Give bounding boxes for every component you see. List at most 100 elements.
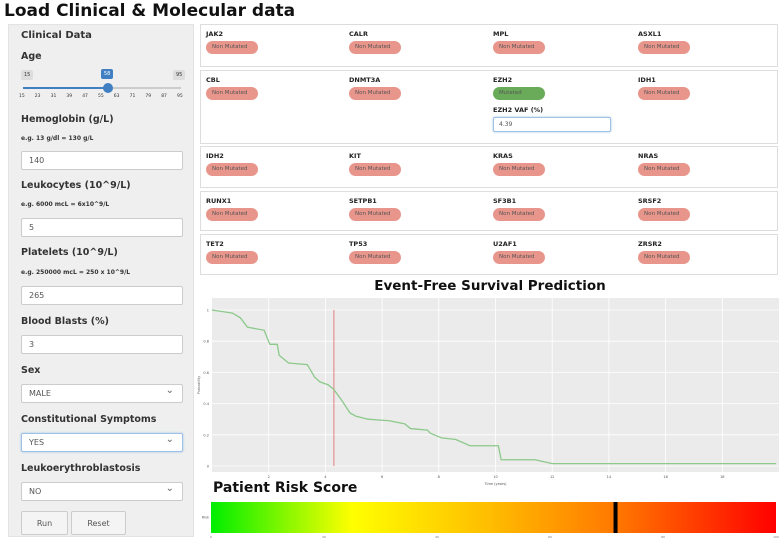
age-tick: 55 bbox=[98, 94, 104, 99]
run-button[interactable]: Run bbox=[21, 511, 68, 535]
gene-label: ZRSR2 bbox=[638, 240, 662, 248]
gene-status-toggle[interactable]: Non Mutated bbox=[349, 87, 401, 100]
reset-button[interactable]: Reset bbox=[71, 511, 126, 535]
symptoms-select[interactable]: YES bbox=[21, 433, 183, 452]
gene-label: EZH2 bbox=[493, 76, 513, 84]
gene-label: MPL bbox=[493, 30, 509, 38]
gene-status-toggle[interactable]: Non Mutated bbox=[493, 208, 545, 221]
x-tick-label: 16 bbox=[663, 475, 667, 479]
age-tick: 63 bbox=[113, 94, 120, 99]
sidebar-clinical: Clinical Data Age 15 95 58 15 23 31 39 47 55 6… bbox=[8, 24, 194, 537]
risk-y-label: Risk bbox=[202, 516, 210, 520]
age-tick: 71 bbox=[129, 94, 136, 99]
risk-tick-label: 80 bbox=[661, 535, 665, 539]
gene-label: KRAS bbox=[493, 152, 513, 160]
gene-status-toggle[interactable]: Non Mutated bbox=[206, 87, 258, 100]
age-min-badge: 15 bbox=[21, 70, 34, 80]
gene-label: TP53 bbox=[349, 240, 368, 248]
leukoerythroblastosis-select[interactable]: NO bbox=[21, 482, 183, 501]
platelets-hint: e.g. 250000 mcL = 250 x 10^9/L bbox=[21, 269, 131, 276]
age-tick: 23 bbox=[34, 94, 41, 99]
gene-label: ASXL1 bbox=[638, 30, 662, 38]
gene-label: U2AF1 bbox=[493, 240, 517, 248]
sex-label: Sex bbox=[21, 365, 41, 376]
page-title: Load Clinical & Molecular data bbox=[4, 1, 296, 21]
gene-label: NRAS bbox=[638, 152, 659, 160]
x-axis-label: Time (years) bbox=[483, 482, 507, 486]
x-tick-label: 10 bbox=[493, 475, 497, 479]
gene-status-toggle[interactable]: Non Mutated bbox=[638, 251, 690, 264]
y-tick-label: 0.6 bbox=[203, 371, 209, 375]
symptoms-label: Constitutional Symptoms bbox=[21, 414, 157, 425]
risk-marker bbox=[613, 502, 618, 533]
risk-tick-label: 0 bbox=[210, 535, 212, 539]
y-tick-label: 0 bbox=[207, 465, 209, 469]
hemoglobin-hint: e.g. 13 g/dl = 130 g/L bbox=[21, 135, 94, 142]
platelets-input[interactable]: 265 bbox=[21, 286, 183, 305]
age-tick: 79 bbox=[145, 94, 152, 99]
gene-status-toggle[interactable]: Non Mutated bbox=[349, 208, 401, 221]
risk-gradient-bar bbox=[211, 502, 776, 533]
age-tick: 47 bbox=[82, 94, 88, 99]
leukocytes-label: Leukocytes (10^9/L) bbox=[21, 180, 131, 191]
x-tick-label: 14 bbox=[607, 475, 612, 479]
gene-status-toggle[interactable]: Non Mutated bbox=[206, 41, 258, 54]
gene-status-toggle[interactable]: Non Mutated bbox=[638, 163, 690, 176]
survival-chart-title: Event-Free Survival Prediction bbox=[374, 278, 606, 294]
gene-status-toggle[interactable]: Non Mutated bbox=[638, 87, 690, 100]
ezh2-vaf-input[interactable]: 4.39 bbox=[493, 117, 611, 132]
age-slider-track[interactable] bbox=[23, 87, 181, 89]
gene-status-toggle[interactable]: Mutated bbox=[493, 87, 545, 100]
risk-tick-label: 40 bbox=[435, 535, 439, 539]
x-tick-label: 6 bbox=[381, 475, 383, 479]
gene-label: CALR bbox=[349, 30, 368, 38]
risk-tick-label: 20 bbox=[322, 535, 326, 539]
gene-status-toggle[interactable]: Non Mutated bbox=[349, 163, 401, 176]
gene-panel-row: TET2 Non Mutated TP53 Non Mutated U2AF1 Non M… bbox=[200, 234, 778, 275]
gene-status-toggle[interactable]: Non Mutated bbox=[206, 163, 258, 176]
gene-status-toggle[interactable]: Non Mutated bbox=[349, 251, 401, 264]
gene-status-toggle[interactable]: Non Mutated bbox=[206, 251, 258, 264]
x-tick-label: 4 bbox=[324, 475, 327, 479]
symptoms-value: YES bbox=[29, 438, 45, 447]
gene-label: TET2 bbox=[206, 240, 224, 248]
y-tick-label: 0.8 bbox=[203, 340, 209, 344]
gene-panel-row: CBL Non Mutated DNMT3A Non Mutated EZH2 Mutat… bbox=[200, 70, 778, 144]
x-tick-label: 18 bbox=[720, 475, 724, 479]
gene-status-toggle[interactable]: Non Mutated bbox=[493, 163, 545, 176]
y-tick-label: 1 bbox=[207, 309, 209, 313]
hemoglobin-input[interactable]: 140 bbox=[21, 151, 183, 170]
age-slider-handle[interactable] bbox=[102, 83, 113, 93]
x-tick-label: 12 bbox=[550, 475, 554, 479]
vaf-label: EZH2 VAF (%) bbox=[493, 106, 544, 114]
age-tick: 95 bbox=[177, 94, 183, 99]
sex-value: MALE bbox=[29, 389, 51, 398]
survival-curve bbox=[211, 309, 777, 465]
leukocytes-input[interactable]: 5 bbox=[21, 218, 183, 237]
sidebar-heading: Clinical Data bbox=[21, 30, 92, 41]
gene-status-toggle[interactable]: Non Mutated bbox=[638, 208, 690, 221]
gene-status-toggle[interactable]: Non Mutated bbox=[638, 41, 690, 54]
risk-score-chart: Risk 0 20 40 60 80 100 bbox=[202, 502, 779, 539]
gene-status-toggle[interactable]: Non Mutated bbox=[493, 41, 545, 54]
gene-label: SRSF2 bbox=[638, 197, 662, 205]
gene-status-toggle[interactable]: Non Mutated bbox=[349, 41, 401, 54]
gene-label: KIT bbox=[349, 152, 361, 160]
y-tick-label: 0.4 bbox=[203, 402, 209, 406]
gene-panel-row: RUNX1 Non Mutated SETPB1 Non Mutated SF3B1 No… bbox=[200, 191, 778, 231]
y-tick-label: 0.2 bbox=[203, 433, 209, 437]
gene-status-toggle[interactable]: Non Mutated bbox=[493, 251, 545, 264]
gene-label: RUNX1 bbox=[206, 197, 232, 205]
x-tick-label: 8 bbox=[438, 475, 440, 479]
risk-tick-label: 60 bbox=[548, 535, 552, 539]
sex-select[interactable]: MALE bbox=[21, 384, 183, 403]
risk-chart-title: Patient Risk Score bbox=[213, 480, 358, 496]
gene-label: IDH1 bbox=[638, 76, 656, 84]
blasts-input[interactable]: 3 bbox=[21, 335, 183, 354]
gene-label: SF3B1 bbox=[493, 197, 517, 205]
gene-status-toggle[interactable]: Non Mutated bbox=[206, 208, 258, 221]
y-axis-label: Probability bbox=[197, 376, 201, 395]
gene-panel-row: JAK2 Non Mutated CALR Non Mutated MPL Non Mut… bbox=[200, 24, 778, 67]
age-tick: 87 bbox=[161, 94, 167, 99]
